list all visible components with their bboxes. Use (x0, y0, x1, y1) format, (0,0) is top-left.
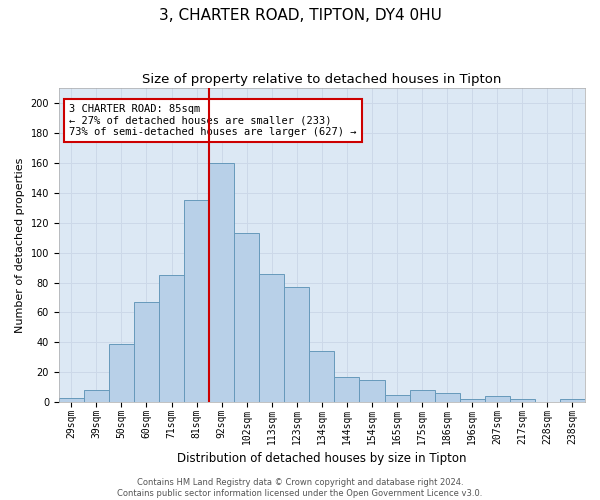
Bar (485, 396, 510, 402)
Text: 3 CHARTER ROAD: 85sqm
← 27% of detached houses are smaller (233)
73% of semi-det: 3 CHARTER ROAD: 85sqm ← 27% of detached … (70, 104, 357, 137)
Bar (310, 352, 334, 402)
Bar (84, 390, 109, 402)
Bar (259, 274, 284, 402)
Bar (109, 344, 134, 402)
Bar (460, 399, 485, 402)
Bar (359, 380, 385, 402)
Text: Contains HM Land Registry data © Crown copyright and database right 2024.
Contai: Contains HM Land Registry data © Crown c… (118, 478, 482, 498)
Bar (434, 393, 460, 402)
Bar (410, 390, 434, 402)
Bar (385, 394, 410, 402)
Bar (184, 200, 209, 402)
Bar (134, 302, 159, 402)
Bar (334, 376, 359, 402)
Bar (284, 287, 310, 402)
Bar (159, 275, 184, 402)
Title: Size of property relative to detached houses in Tipton: Size of property relative to detached ho… (142, 72, 502, 86)
Bar (510, 399, 535, 402)
Bar (560, 399, 585, 402)
Bar (59, 398, 84, 402)
Bar (209, 163, 234, 402)
X-axis label: Distribution of detached houses by size in Tipton: Distribution of detached houses by size … (177, 452, 467, 465)
Text: 3, CHARTER ROAD, TIPTON, DY4 0HU: 3, CHARTER ROAD, TIPTON, DY4 0HU (158, 8, 442, 22)
Y-axis label: Number of detached properties: Number of detached properties (15, 158, 25, 333)
Bar (234, 233, 259, 402)
